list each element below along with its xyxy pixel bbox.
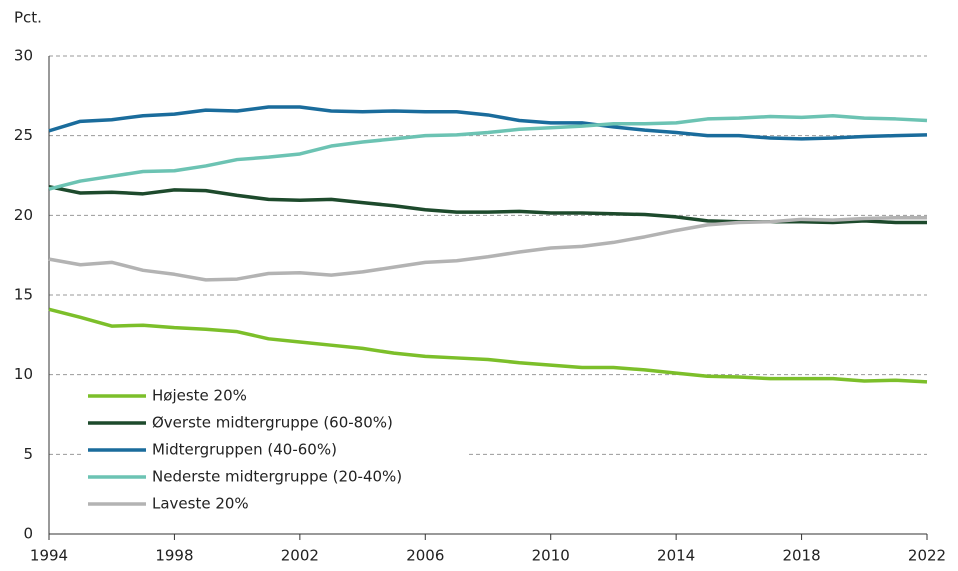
legend-label: Laveste 20% xyxy=(152,495,249,513)
x-tick-label: 2014 xyxy=(657,547,695,565)
series-line xyxy=(48,215,927,282)
x-tick-label: 2006 xyxy=(406,547,444,565)
y-tick-label: 15 xyxy=(14,286,33,304)
y-axis-label: Pct. xyxy=(14,9,42,27)
y-tick-label: 20 xyxy=(14,206,33,224)
x-tick-label: 2010 xyxy=(532,547,570,565)
series-line xyxy=(48,307,928,384)
x-tick-label: 2022 xyxy=(908,547,946,565)
series-line xyxy=(48,184,927,225)
y-tick-label: 10 xyxy=(14,365,33,383)
x-tick-label: 1998 xyxy=(155,547,193,565)
x-tick-label: 2018 xyxy=(782,547,820,565)
y-tick-label: 0 xyxy=(23,525,33,543)
y-tick-label: 25 xyxy=(14,126,33,144)
series-line xyxy=(48,105,928,141)
series-line xyxy=(48,114,928,191)
legend-label: Midtergruppen (40-60%) xyxy=(152,441,337,459)
legend-label: Nederste midtergruppe (20-40%) xyxy=(152,468,402,486)
x-tick-label: 2002 xyxy=(281,547,319,565)
legend-label: Øverste midtergruppe (60-80%) xyxy=(152,414,393,432)
y-tick-label: 5 xyxy=(23,445,33,463)
legend-label: Højeste 20% xyxy=(152,387,247,405)
x-tick-label: 1994 xyxy=(30,547,68,565)
y-tick-label: 30 xyxy=(14,47,33,65)
